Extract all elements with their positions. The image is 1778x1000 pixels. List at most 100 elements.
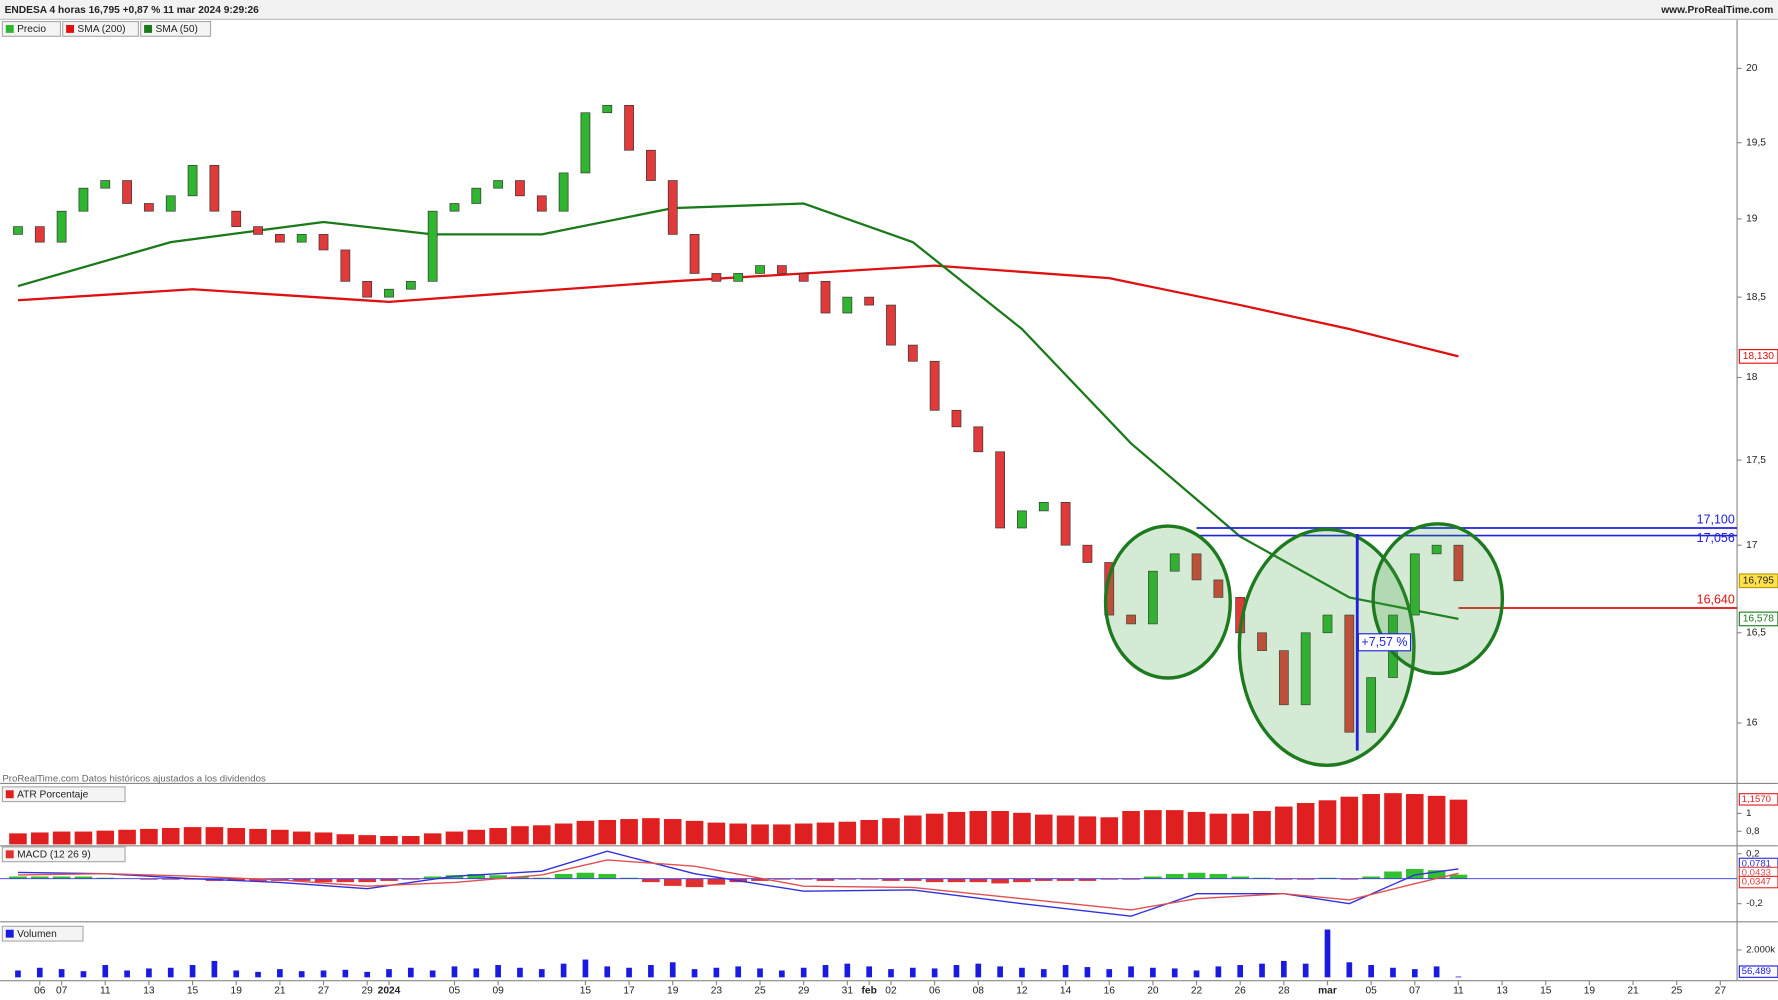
volume-bar xyxy=(909,967,916,978)
x-tick-label: 06 xyxy=(34,986,46,997)
panel-label-box xyxy=(1,786,126,803)
atr-bar xyxy=(837,821,857,845)
candle xyxy=(820,280,831,314)
volume-bar xyxy=(255,971,261,978)
candle xyxy=(776,265,787,274)
candle xyxy=(34,226,45,243)
atr-bar xyxy=(445,830,464,845)
candle xyxy=(493,180,504,189)
macd-bar xyxy=(968,878,988,883)
macd-bar xyxy=(1165,873,1185,879)
candle xyxy=(1082,544,1093,563)
panel-swatch xyxy=(5,790,14,799)
macd-bar xyxy=(314,878,333,883)
atr-bar xyxy=(1405,793,1425,845)
volume-bar xyxy=(1128,966,1134,978)
candle xyxy=(842,296,853,314)
volume-bar xyxy=(1368,965,1374,978)
volume-bar xyxy=(517,967,523,978)
volume-bar xyxy=(1324,929,1331,978)
atr-bar xyxy=(597,819,617,845)
site-link[interactable]: www.ProRealTime.com xyxy=(1660,5,1773,16)
atr-bar xyxy=(466,829,486,845)
candle xyxy=(187,165,198,197)
candle xyxy=(1344,614,1355,733)
x-tick-label: 15 xyxy=(580,986,592,997)
x-tick-label: 25 xyxy=(1671,986,1683,997)
candle xyxy=(362,280,373,298)
candle xyxy=(100,180,111,189)
volume-bar xyxy=(1019,967,1025,978)
candle xyxy=(1126,614,1136,625)
candle xyxy=(646,149,656,181)
volume-bar xyxy=(953,965,960,978)
candle xyxy=(515,180,525,197)
candle xyxy=(602,104,613,114)
candle xyxy=(318,234,329,251)
atr-bar xyxy=(707,822,726,845)
x-tick-label: 02 xyxy=(885,986,897,997)
candle xyxy=(471,187,482,204)
candle xyxy=(864,296,875,306)
volume-bar xyxy=(997,966,1003,978)
candle xyxy=(1278,650,1289,706)
atr-bar xyxy=(205,826,224,845)
price-badge-label: 16,795 xyxy=(1743,575,1774,586)
y-tick-label: 20 xyxy=(1746,63,1758,74)
macd-bar xyxy=(1209,873,1228,879)
volume-bar xyxy=(931,968,938,978)
atr-bar xyxy=(248,828,268,845)
x-tick-label: 07 xyxy=(56,986,68,997)
x-tick-label: 19 xyxy=(667,986,679,997)
volume-bar xyxy=(277,969,283,978)
volume-bar xyxy=(233,970,240,978)
volume-bar xyxy=(582,959,589,978)
legend-swatch xyxy=(144,24,153,33)
volume-bar xyxy=(713,967,720,978)
macd-bar xyxy=(1012,878,1032,883)
x-tick-label: 19 xyxy=(1584,986,1596,997)
x-tick-label: 27 xyxy=(1715,986,1727,997)
atr-bar xyxy=(881,817,901,845)
y-tick-label: 17 xyxy=(1746,540,1758,551)
legend-swatch xyxy=(5,24,14,33)
volume-bar xyxy=(1040,969,1047,978)
candle xyxy=(209,165,220,212)
volume-bar xyxy=(58,969,65,978)
level-label: 17,056 xyxy=(1697,531,1735,545)
atr-bar xyxy=(1449,799,1468,845)
atr-bar xyxy=(1296,802,1316,845)
y-tick-label: 18 xyxy=(1746,372,1758,383)
y-tick-label: 19,5 xyxy=(1746,137,1766,148)
macd-bar xyxy=(576,872,595,879)
highlight-ellipse xyxy=(1237,527,1416,768)
atr-bar xyxy=(772,823,792,845)
candle xyxy=(1300,632,1311,706)
volume-bar xyxy=(1171,968,1178,978)
x-tick-label: 29 xyxy=(362,986,374,997)
volume-bar xyxy=(604,966,611,978)
atr-bar xyxy=(663,818,683,845)
atr-bar xyxy=(1252,810,1272,845)
atr-bar xyxy=(728,822,748,845)
volume-bar xyxy=(691,969,698,978)
x-tick-label: 13 xyxy=(143,986,155,997)
value-badge-label: 0,0781 xyxy=(1742,858,1771,869)
atr-bar xyxy=(532,824,552,845)
candle xyxy=(558,172,569,212)
candle xyxy=(427,210,438,282)
candle xyxy=(1169,553,1180,572)
candle xyxy=(231,210,242,227)
volume-bar xyxy=(1281,960,1287,978)
atr-bar xyxy=(335,833,355,845)
panel-label-box xyxy=(1,925,84,942)
atr-bar xyxy=(1230,813,1250,845)
atr-bar xyxy=(1078,815,1097,845)
atr-bar xyxy=(1034,814,1054,845)
candle xyxy=(995,451,1005,529)
candle xyxy=(667,180,678,235)
volume-bar xyxy=(473,968,480,978)
volume-bar xyxy=(1062,965,1069,978)
volume-bar xyxy=(364,971,371,978)
x-tick-label: 11 xyxy=(100,986,111,997)
